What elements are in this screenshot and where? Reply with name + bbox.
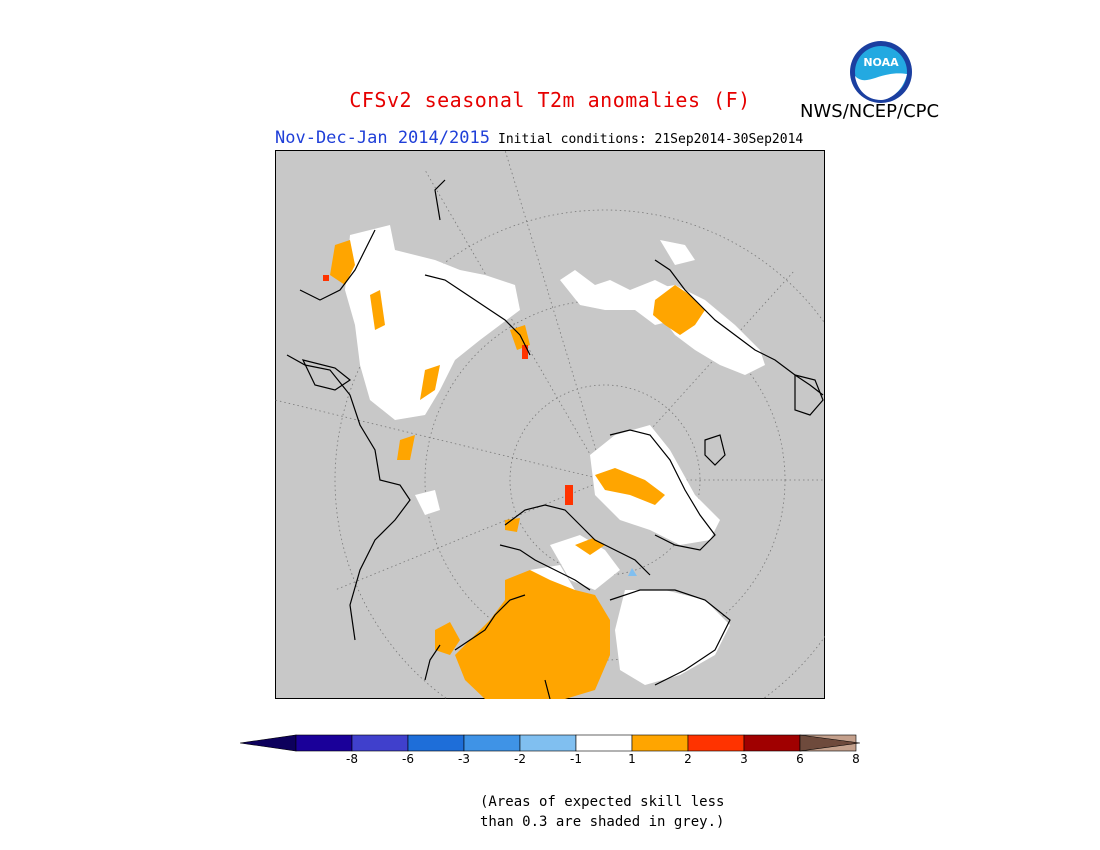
initial-conditions: Initial conditions: 21Sep2014-30Sep2014 (498, 132, 804, 147)
forecast-period: Nov-Dec-Jan 2014/2015 (275, 128, 490, 148)
colorbar-tick-label: -6 (402, 752, 414, 766)
colorbar-cell (295, 734, 353, 752)
anomaly-white-regions (345, 225, 765, 685)
colorbar-cell (743, 734, 801, 752)
noaa-logo: NOAA (850, 41, 912, 103)
colorbar-tick-label: 1 (628, 752, 636, 766)
anomaly-cold-regions (628, 568, 637, 576)
coastlines (286, 179, 824, 699)
colorbar-cell (519, 734, 577, 752)
colorbar-cells (295, 734, 857, 752)
colorbar-cell (687, 734, 745, 752)
colorbar-tick-label: 2 (684, 752, 692, 766)
skill-note-line-2: than 0.3 are shaded in grey.) (480, 814, 725, 830)
colorbar-tick-label: -2 (514, 752, 526, 766)
logo-text: NOAA (863, 56, 899, 69)
colorbar-cell (407, 734, 465, 752)
colorbar-tick-label: 3 (740, 752, 748, 766)
colorbar-tick-label: -1 (570, 752, 582, 766)
colorbar-tick-label: -3 (458, 752, 470, 766)
anomaly-warm-regions (330, 240, 705, 699)
colorbar-cell (463, 734, 521, 752)
colorbar-tick-label: 6 (796, 752, 804, 766)
colorbar-tick-label: 8 (852, 752, 860, 766)
map-title: CFSv2 seasonal T2m anomalies (F) (349, 88, 751, 112)
skill-note-line-1: (Areas of expected skill less (480, 794, 725, 810)
colorbar (240, 734, 860, 752)
colorbar-tick-label: -8 (346, 752, 358, 766)
polar-map (275, 150, 825, 699)
colorbar-cell (575, 734, 633, 752)
colorbar-under-arrow (240, 734, 297, 752)
colorbar-cell (631, 734, 689, 752)
skill-note: (Areas of expected skill less than 0.3 a… (480, 792, 724, 832)
colorbar-cell (351, 734, 409, 752)
anomaly-hot-regions (323, 275, 573, 505)
colorbar-over-arrow (799, 734, 860, 752)
agency-label: NWS/NCEP/CPC (800, 101, 940, 122)
